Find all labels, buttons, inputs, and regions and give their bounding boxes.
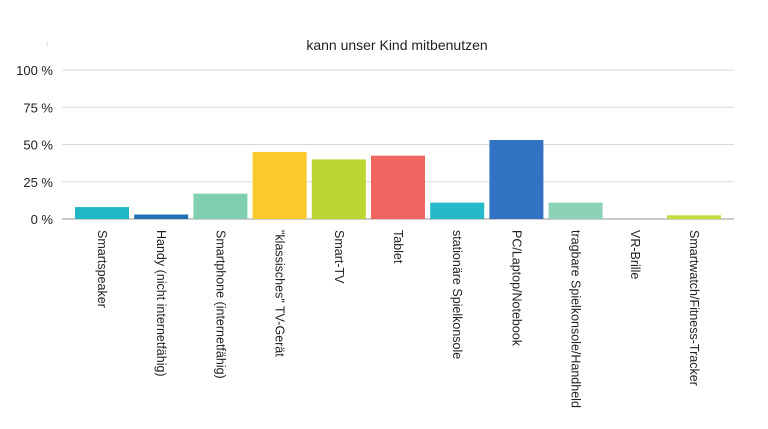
chart-title: kann unser Kind mitbenutzen xyxy=(306,37,487,53)
x-tick-label: tragbare Spielkonsole/Handheld xyxy=(569,230,583,408)
y-tick-label: 100 % xyxy=(16,63,53,78)
x-tick-label: Smartspeaker xyxy=(95,230,109,308)
bar xyxy=(252,151,307,219)
y-tick-label: 50 % xyxy=(23,138,53,153)
bar xyxy=(548,202,603,219)
y-axis: 0 % 25 % 50 % 75 % 100 % xyxy=(16,63,53,227)
y-tick-label: 0 % xyxy=(31,212,54,227)
x-axis: Smartspeaker Handy (nicht internetfähig) S… xyxy=(95,230,701,408)
y-tick-label: 25 % xyxy=(23,175,53,190)
bar xyxy=(134,214,189,219)
y-tick-label: 75 % xyxy=(23,100,53,115)
x-tick-label: stationäre Spielkonsole xyxy=(450,230,464,359)
x-tick-label: VR-Brille xyxy=(628,230,642,279)
bar xyxy=(430,202,485,219)
x-tick-label: Smart-TV xyxy=(332,230,346,284)
x-tick-label: "klassisches" TV-Gerät xyxy=(273,230,287,357)
bar xyxy=(489,140,544,219)
x-tick-label: Tablet xyxy=(391,230,405,264)
bar xyxy=(371,155,425,219)
bar xyxy=(193,193,248,219)
x-tick-label: Smartphone (internetfähig) xyxy=(213,230,227,379)
bar xyxy=(667,215,721,219)
bars xyxy=(75,140,721,219)
bar xyxy=(75,207,129,219)
bar xyxy=(311,159,366,219)
x-tick-label: Smartwatch/Fitness-Tracker xyxy=(687,230,701,386)
x-tick-label: PC/Laptop/Notebook xyxy=(509,230,523,347)
x-tick-label: Handy (nicht internetfähig) xyxy=(154,230,168,377)
